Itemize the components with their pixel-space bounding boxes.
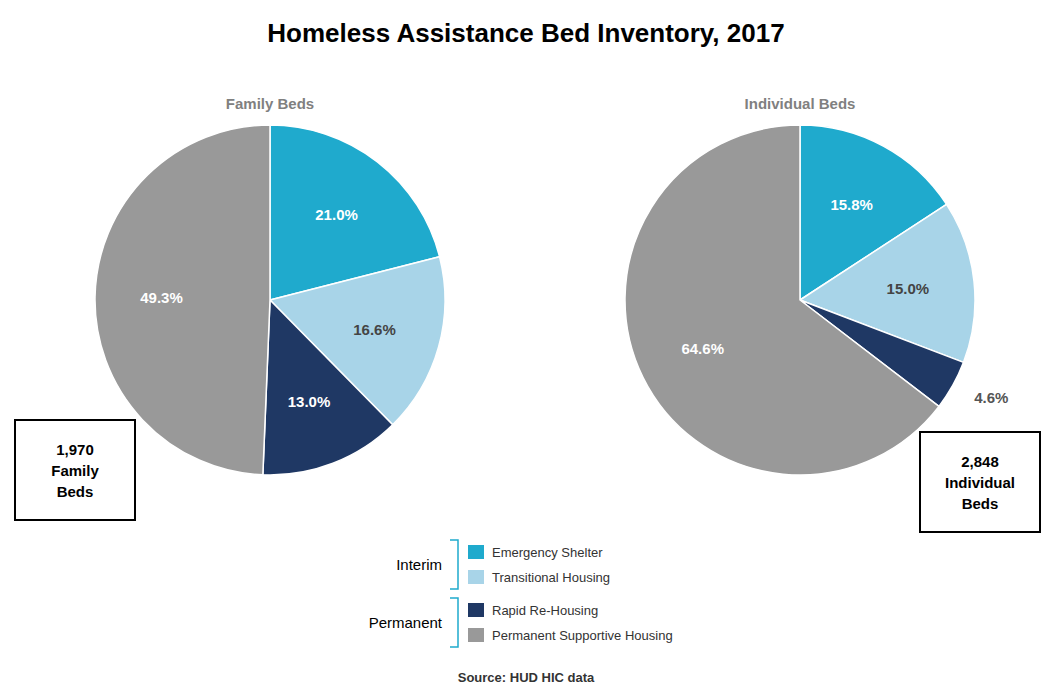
data-label: 16.6% — [353, 321, 396, 338]
data-label: 13.0% — [288, 393, 331, 410]
background — [0, 0, 1052, 698]
data-label: 49.3% — [140, 289, 183, 306]
total-box — [15, 420, 135, 520]
legend-label: Emergency Shelter — [492, 545, 603, 560]
data-label: 64.6% — [681, 340, 724, 357]
source: Source: HUD HIC data — [458, 670, 595, 685]
legend-bracket — [450, 598, 458, 647]
legend-swatch — [468, 570, 484, 584]
title: Homeless Assistance Bed Inventory, 2017 — [267, 18, 784, 48]
pie — [95, 125, 445, 475]
data-label: 21.0% — [315, 206, 358, 223]
legend-label: Rapid Re-Housing — [492, 603, 598, 618]
legend-label: Transitional Housing — [492, 570, 610, 585]
total-box-text: 2,848IndividualBeds — [945, 453, 1015, 512]
pie-subtitle: Individual Beds — [745, 95, 856, 112]
chart: Homeless Assistance Bed Inventory, 2017 F… — [0, 0, 1052, 698]
pie — [625, 125, 975, 475]
legend-group-label: Interim — [396, 556, 442, 573]
legend-swatch — [468, 603, 484, 617]
pie-subtitle: Family Beds — [226, 95, 314, 112]
legend-swatch — [468, 628, 484, 642]
legend-bracket — [450, 540, 458, 589]
pie-slice — [625, 125, 939, 475]
data-label: 4.6% — [974, 389, 1008, 406]
data-label: 15.8% — [830, 196, 873, 213]
total-box — [920, 432, 1040, 532]
total-box-text: 1,970FamilyBeds — [51, 441, 99, 500]
legend: Interim Permanent Emergency Shelter Transit… — [369, 540, 673, 647]
data-label: 15.0% — [887, 280, 930, 297]
legend-label: Permanent Supportive Housing — [492, 628, 673, 643]
legend-group-label: Permanent — [369, 614, 443, 631]
legend-swatch — [468, 545, 484, 559]
